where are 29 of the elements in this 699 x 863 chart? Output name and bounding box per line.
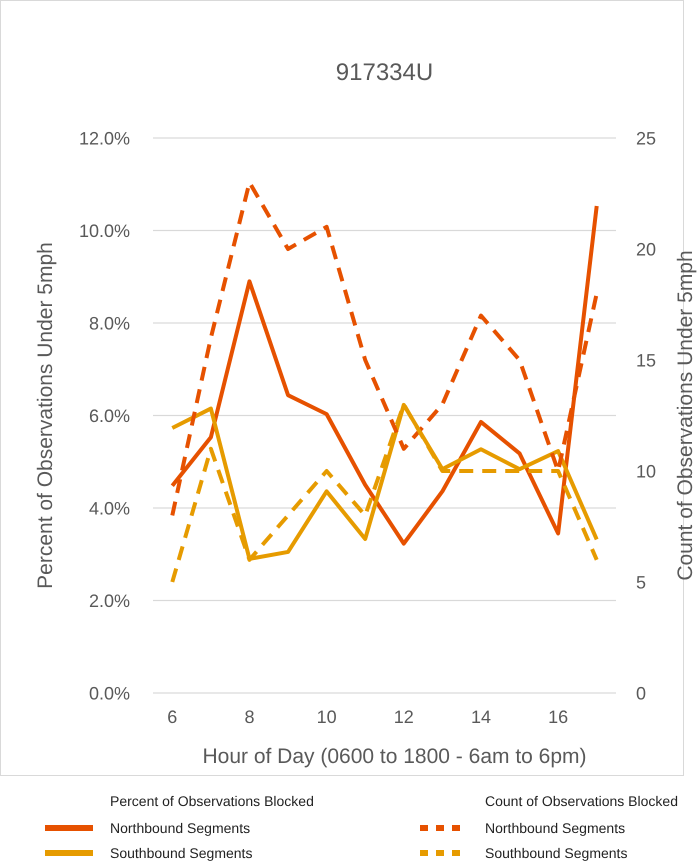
y-tick-label: 2.0%: [88, 590, 130, 611]
text: Percent of Observations Blocked: [110, 793, 314, 809]
y-tick-label: 0.0%: [88, 683, 130, 704]
x-tick-label: 12: [394, 707, 414, 727]
y2-tick-label: 20: [636, 239, 656, 260]
y2-tick-label: 15: [636, 350, 656, 370]
y-axis-title: Percent of Observations Under 5mph: [34, 242, 57, 589]
legend-label: Northbound Segments: [485, 820, 626, 836]
y2-axis-title: Count of Observations Under 5mph: [674, 250, 697, 581]
x-axis-title: Hour of Day (0600 to 1800 - 6am to 6pm): [202, 745, 587, 768]
y-tick-label: 12.0%: [78, 128, 130, 148]
chart-title: 917334U: [336, 59, 434, 86]
y2-tick-label: 10: [636, 461, 656, 482]
legend-label: Southbound Segments: [485, 844, 628, 861]
y2-tick-label: 25: [636, 128, 656, 148]
y-tick-label: 8.0%: [88, 313, 130, 334]
x-tick-label: 10: [316, 707, 337, 727]
x-tick-label: 8: [244, 707, 254, 727]
x-tick-label: 14: [470, 707, 491, 727]
legend-label: Northbound Segments: [110, 820, 250, 836]
y2-tick-label: 0: [636, 683, 646, 704]
y-tick-label: 4.0%: [88, 498, 130, 518]
legend-label: Southbound Segments: [110, 844, 252, 861]
x-tick-label: 6: [167, 707, 178, 727]
y-tick-label: 10.0%: [78, 220, 130, 241]
y-tick-label: 6.0%: [88, 406, 130, 426]
text: Count of Observations Blocked: [485, 793, 678, 809]
x-tick-label: 16: [548, 707, 568, 727]
y2-tick-label: 5: [636, 572, 646, 592]
